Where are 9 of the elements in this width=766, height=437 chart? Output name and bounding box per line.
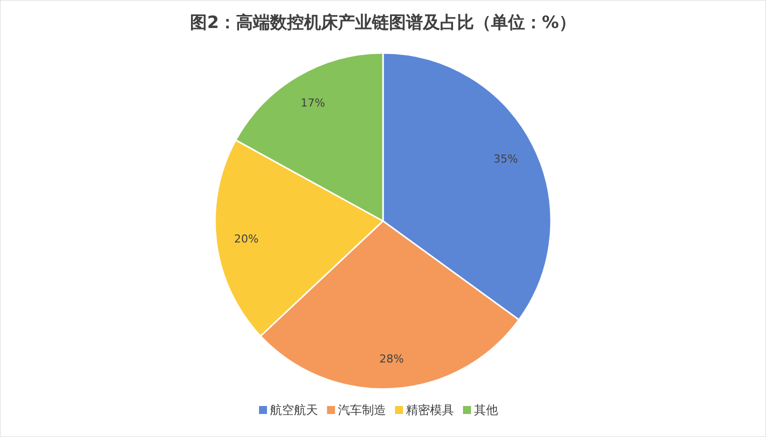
data-label: 28% (379, 352, 404, 366)
data-label: 20% (234, 232, 259, 246)
legend-label: 其他 (474, 403, 498, 417)
chart-title: 图2：高端数控机床产业链图谱及占比（单位：%） (190, 13, 576, 33)
legend-label: 航空航天 (270, 403, 318, 417)
legend-label: 精密模具 (406, 403, 454, 417)
data-label: 35% (494, 152, 518, 166)
data-label: 17% (300, 96, 326, 110)
legend-label: 汽车制造 (338, 403, 386, 417)
